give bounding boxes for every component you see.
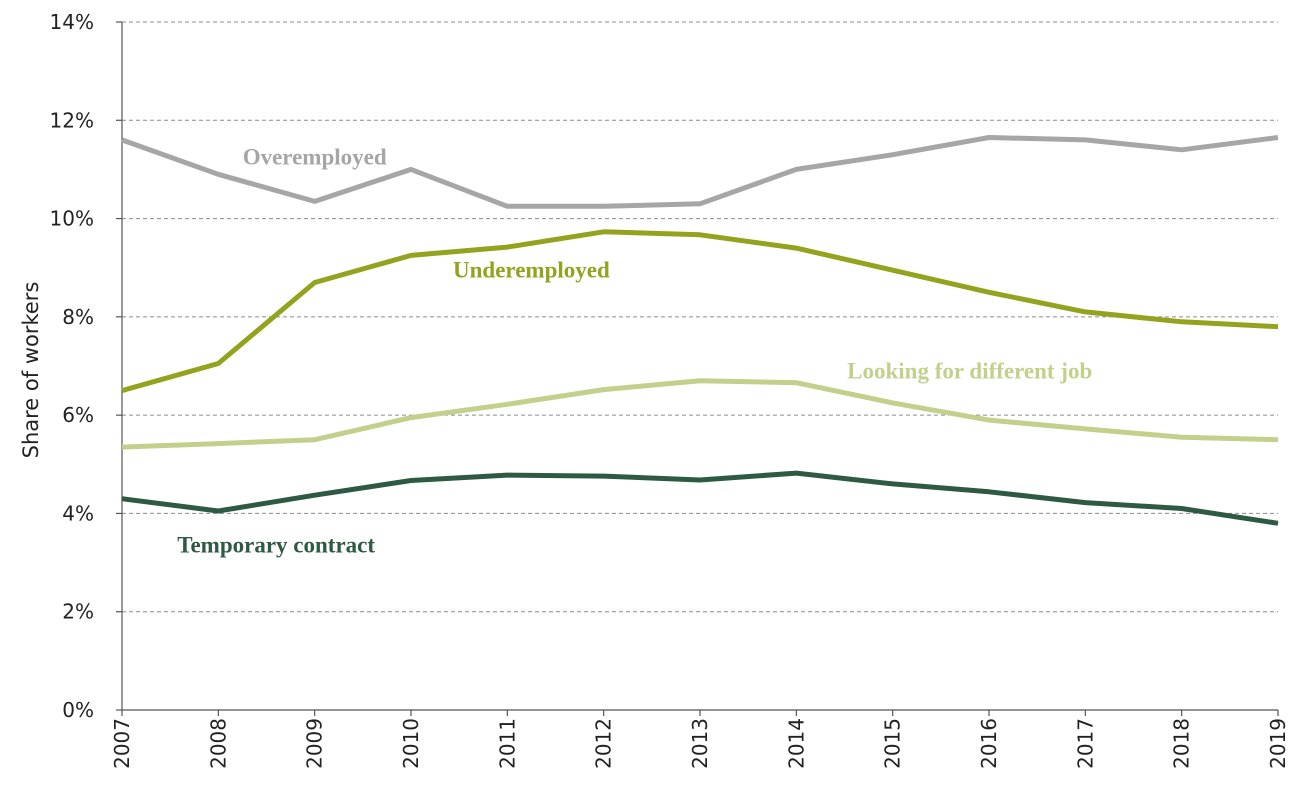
y-tick-label: 0% [62,698,94,722]
x-tick-label: 2017 [1073,718,1097,769]
y-tick-label: 6% [62,403,94,427]
series-label-2: Looking for different job [847,358,1092,383]
y-tick-label: 14% [50,10,94,34]
x-tick-label: 2007 [110,718,134,769]
series-line-0 [121,135,1279,209]
x-tick-label: 2015 [881,718,905,769]
x-tick-label: 2010 [399,718,423,769]
x-tick-label: 2016 [977,718,1001,769]
x-tick-labels: 2007 2008 2009 2010 2011 2012 2013 2014 2015 2016… [110,718,1290,769]
gridlines [122,21,1278,613]
axes [116,21,1279,716]
x-tick-label: 2014 [784,718,808,769]
y-tick-label: 2% [62,600,94,624]
series-lines [121,135,1279,526]
y-tick-label: 12% [50,108,94,132]
x-tick-label: 2019 [1266,718,1290,769]
series-label-0: Overemployed [243,145,387,170]
x-tick-label: 2008 [206,718,230,769]
x-tick-label: 2013 [688,718,712,769]
series-labels: Overemployed Underemployed Looking for dif… [177,145,1092,558]
series-line-1 [121,229,1279,394]
series-label-1: Underemployed [453,258,610,283]
y-tick-label: 8% [62,305,94,329]
y-axis-title: Share of workers [19,282,43,459]
series-line-2 [121,378,1279,450]
series-label-3: Temporary contract [177,533,375,558]
x-tick-label: 2012 [592,718,616,769]
x-tick-label: 2018 [1170,718,1194,769]
x-tick-label: 2009 [303,718,327,769]
y-tick-label: 10% [50,207,94,231]
y-tick-label: 4% [62,501,94,525]
x-tick-label: 2011 [495,718,519,769]
y-tick-labels: 0% 2% 4% 6% 8% 10% 12% 14% [50,10,94,722]
series-line-3 [121,470,1279,526]
